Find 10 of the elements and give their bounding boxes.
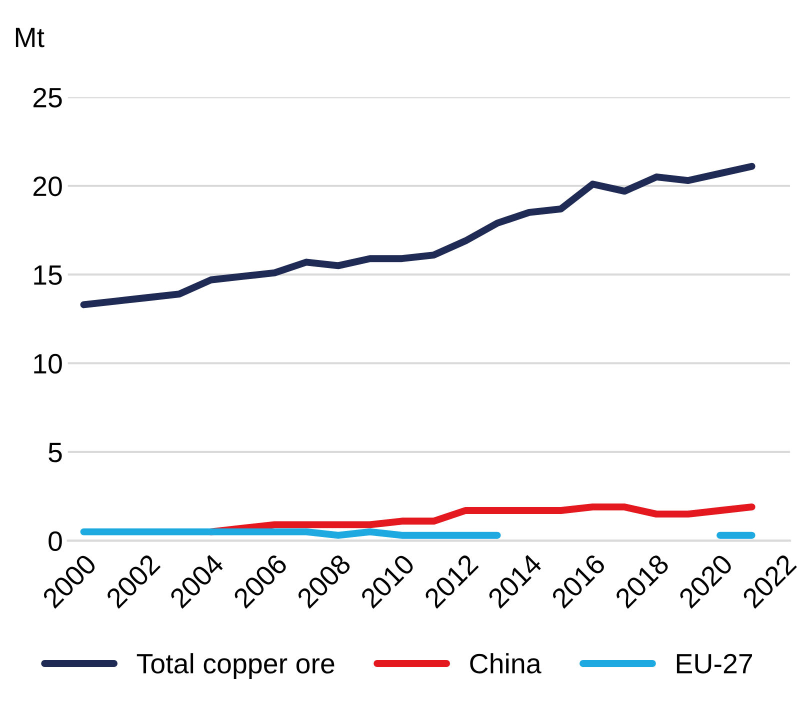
y-tick-label: 15 <box>34 266 62 285</box>
y-tick-label: 20 <box>33 176 62 196</box>
y-tick-label: 10 <box>34 354 62 374</box>
y-tick-label: 0 <box>48 531 62 552</box>
legend-label: EU-27 <box>676 654 752 674</box>
y-tick-label: 5 <box>48 442 62 462</box>
legend-label: Total copper ore <box>136 653 334 679</box>
y-tick-label: 25 <box>33 88 62 108</box>
legend-label: China <box>470 653 542 674</box>
y-axis-title: Mt <box>16 28 44 48</box>
